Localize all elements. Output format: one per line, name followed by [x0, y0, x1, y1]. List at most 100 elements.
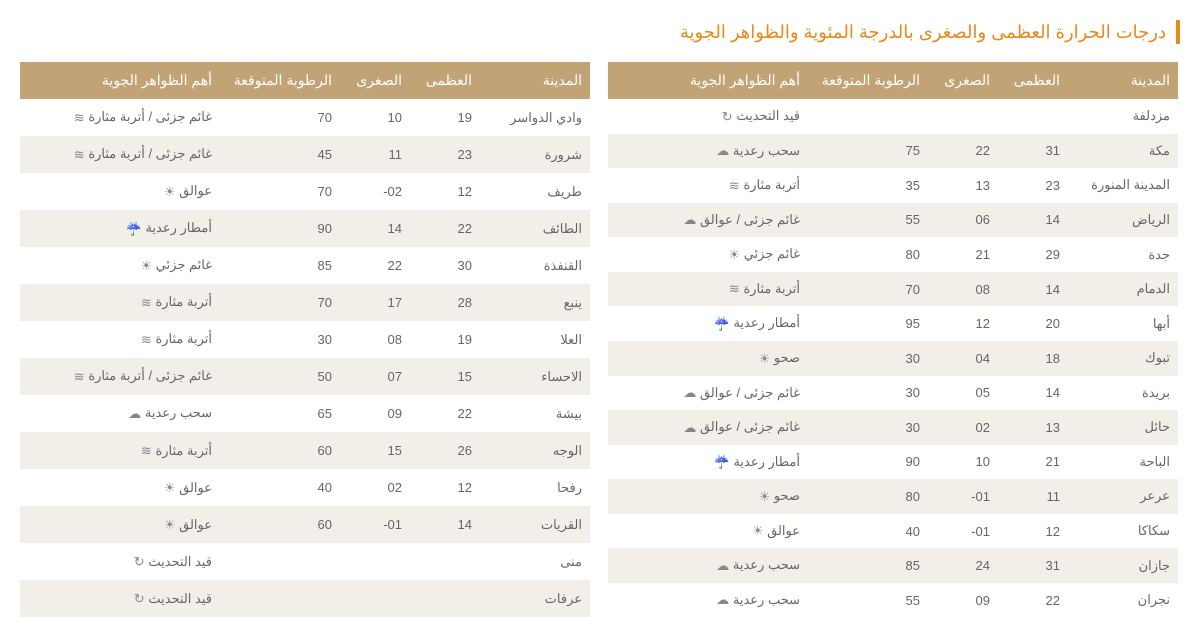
cell-min: 24 [928, 548, 998, 583]
cell-humidity: 35 [808, 168, 928, 203]
thunder-clouds-icon: ☁ [713, 592, 729, 608]
cell-city: ينبع [480, 284, 590, 321]
cell-city: المدينة المنورة [1068, 168, 1178, 203]
condition-text: قيد التحديث [148, 554, 212, 569]
cell-max: 31 [998, 548, 1068, 583]
condition-text: أمطار رعدية [733, 315, 800, 330]
table-row: المدينة المنورة231335أتربة مثارة ≋ [608, 168, 1178, 203]
table-row: القريات1401-60عوالق ☀ [20, 506, 590, 543]
cell-humidity: 30 [220, 321, 340, 358]
cell-city: منى [480, 543, 590, 580]
table-row: مكة312275سحب رعدية ☁ [608, 134, 1178, 169]
cell-max: 22 [998, 583, 1068, 618]
cell-max: 12 [998, 514, 1068, 549]
cell-city: القنفذة [480, 247, 590, 284]
cell-min: 21 [928, 237, 998, 272]
cell-city: القريات [480, 506, 590, 543]
col-min: الصغرى [928, 62, 998, 99]
cell-min: 22 [928, 134, 998, 169]
cell-condition: غائم جزئى / عوالق ☁ [608, 376, 808, 411]
cell-city: طريف [480, 173, 590, 210]
table-row: الوجه261560أتربة مثارة ≋ [20, 432, 590, 469]
cell-min: 22 [340, 247, 410, 284]
col-humidity: الرطوبة المتوقعة [808, 62, 928, 99]
cell-condition: غائم جزئى / عوالق ☁ [608, 203, 808, 238]
table-row: سكاكا1201-40عوالق ☀ [608, 514, 1178, 549]
col-condition: أهم الظواهر الجوية [20, 62, 220, 99]
dust-icon: ≋ [136, 295, 152, 311]
table-header-row: المدينة العظمى الصغرى الرطوبة المتوقعة أ… [608, 62, 1178, 99]
condition-text: قيد التحديث [148, 591, 212, 606]
cell-max: 11 [998, 479, 1068, 514]
cell-max: 28 [410, 284, 480, 321]
cell-min: 15 [340, 432, 410, 469]
partly-cloudy-dust-icon: ≋ [69, 147, 85, 163]
cell-city: بريدة [1068, 376, 1178, 411]
cell-min: 05 [928, 376, 998, 411]
cell-humidity: 45 [220, 136, 340, 173]
table-row: الباحة211090أمطار رعدية ☔ [608, 445, 1178, 480]
cell-min: 09 [340, 395, 410, 432]
cell-humidity: 40 [808, 514, 928, 549]
cell-max: 29 [998, 237, 1068, 272]
condition-text: غائم جزئى / عوالق [700, 419, 800, 434]
partly-cloudy-dust-icon: ≋ [69, 369, 85, 385]
condition-text: غائم جزئى / أتربة مثارة [88, 109, 212, 124]
cell-humidity: 70 [220, 173, 340, 210]
table-row: شرورة231145غائم جزئى / أتربة مثارة ≋ [20, 136, 590, 173]
dust-icon: ≋ [136, 332, 152, 348]
cell-max: 12 [410, 173, 480, 210]
page-title: درجات الحرارة العظمى والصغرى بالدرجة الم… [680, 22, 1166, 43]
partly-cloudy-icon: ☀ [724, 247, 740, 263]
suspended-icon: ☀ [159, 184, 175, 200]
cell-city: الاحساء [480, 358, 590, 395]
condition-text: غائم جزئى / أتربة مثارة [88, 368, 212, 383]
table-row: وادي الدواسر191070غائم جزئى / أتربة مثار… [20, 99, 590, 136]
cell-condition: صحو ☀ [608, 341, 808, 376]
condition-text: عوالق [179, 480, 212, 495]
clear-icon: ☀ [754, 489, 770, 505]
cell-condition: عوالق ☀ [20, 469, 220, 506]
cell-min [340, 543, 410, 580]
table-row: جازان312485سحب رعدية ☁ [608, 548, 1178, 583]
col-city: المدينة [1068, 62, 1178, 99]
dust-icon: ≋ [724, 281, 740, 297]
condition-text: سحب رعدية [733, 557, 800, 572]
cell-condition: غائم جزئي ☀ [608, 237, 808, 272]
cell-min: 10 [340, 99, 410, 136]
condition-text: صحو [774, 350, 800, 365]
cell-condition: سحب رعدية ☁ [608, 134, 808, 169]
col-max: العظمى [998, 62, 1068, 99]
cell-max: 23 [998, 168, 1068, 203]
cell-city: وادي الدواسر [480, 99, 590, 136]
table-row: تبوك180430صحو ☀ [608, 341, 1178, 376]
cell-condition: أمطار رعدية ☔ [20, 210, 220, 247]
cell-max: 14 [410, 506, 480, 543]
condition-text: أتربة مثارة [743, 177, 800, 192]
cell-min: 02 [928, 410, 998, 445]
thunder-rain-icon: ☔ [714, 454, 730, 470]
cell-humidity: 30 [808, 376, 928, 411]
cell-max: 13 [998, 410, 1068, 445]
table-row: ينبع281770أتربة مثارة ≋ [20, 284, 590, 321]
table-row: أبها201295أمطار رعدية ☔ [608, 306, 1178, 341]
col-max: العظمى [410, 62, 480, 99]
cell-city: جازان [1068, 548, 1178, 583]
cell-city: العلا [480, 321, 590, 358]
cell-humidity: 30 [808, 410, 928, 445]
cell-condition: أتربة مثارة ≋ [608, 168, 808, 203]
thunder-clouds-icon: ☁ [713, 143, 729, 159]
cell-max: 31 [998, 134, 1068, 169]
col-condition: أهم الظواهر الجوية [608, 62, 808, 99]
table-row: رفحا120240عوالق ☀ [20, 469, 590, 506]
condition-text: سحب رعدية [145, 405, 212, 420]
cell-humidity: 85 [808, 548, 928, 583]
partly-cloudy-suspended-icon: ☁ [680, 212, 696, 228]
condition-text: سحب رعدية [733, 143, 800, 158]
weather-table-right: المدينة العظمى الصغرى الرطوبة المتوقعة أ… [608, 62, 1178, 617]
col-city: المدينة [480, 62, 590, 99]
cell-condition: عوالق ☀ [608, 514, 808, 549]
table-row: القنفذة302285غائم جزئي ☀ [20, 247, 590, 284]
cell-condition: سحب رعدية ☁ [20, 395, 220, 432]
suspended-icon: ☀ [159, 517, 175, 533]
